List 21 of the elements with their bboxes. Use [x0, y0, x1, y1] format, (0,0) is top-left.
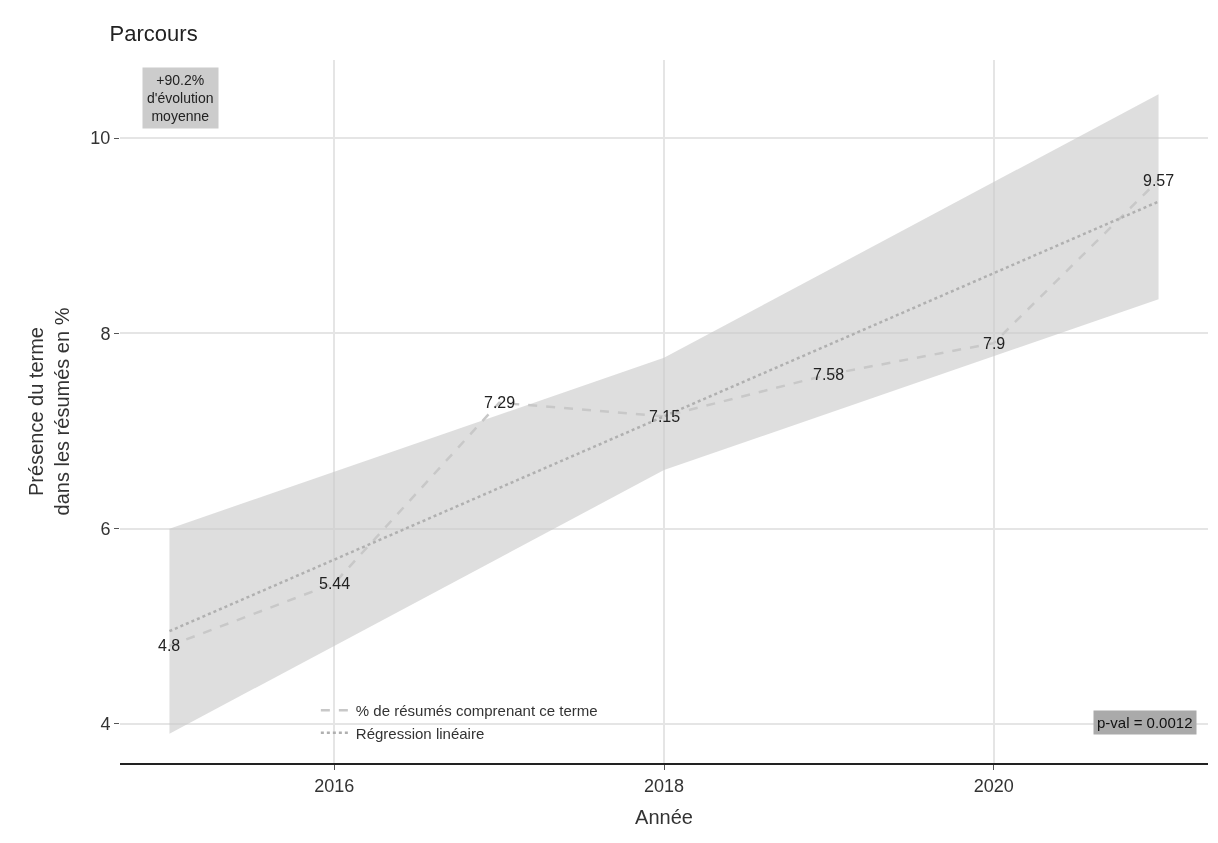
y-tick-label: 6: [100, 518, 111, 539]
x-tick-label: 2016: [314, 775, 355, 796]
y-tick-label: 10: [90, 128, 111, 149]
data-label: 7.29: [484, 394, 516, 411]
y-axis-title: Présence du terme dans les résumés en %: [24, 307, 73, 516]
data-label: 4.8: [158, 637, 181, 654]
y-tick-label: 8: [100, 323, 111, 344]
annotation: +90.2% d'évolution moyenne: [147, 72, 214, 125]
annotation: p-val = 0.0012: [1097, 714, 1193, 731]
x-tick-label: 2018: [643, 775, 685, 796]
data-label: 9.57: [1143, 172, 1175, 189]
data-label: 7.15: [649, 408, 681, 425]
y-tick-label: 4: [100, 714, 111, 735]
legend-label: % de résumés comprenant ce terme: [355, 702, 598, 720]
data-label: 7.58: [813, 366, 845, 383]
x-axis-title: Année: [635, 805, 693, 828]
chart-title: Parcours: [109, 20, 198, 46]
data-label: 7.9: [983, 335, 1006, 352]
data-label: 5.44: [319, 575, 351, 592]
legend-label: Régression linéaire: [355, 724, 485, 742]
x-tick-label: 2020: [973, 775, 1014, 796]
